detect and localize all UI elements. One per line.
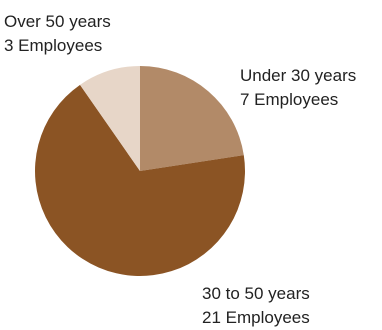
slice-label-30-to-50: 30 to 50 years 21 Employees xyxy=(202,282,310,330)
slice-label-30-to-50-title: 30 to 50 years xyxy=(202,284,310,303)
pie-slice-under-30-years xyxy=(140,66,244,171)
slice-label-over-50-count: 3 Employees xyxy=(4,36,103,55)
pie-slice-over-50-years xyxy=(80,66,140,171)
slice-label-under-30-count: 7 Employees xyxy=(240,90,339,109)
pie-slice-30-to-50-years xyxy=(35,84,246,277)
slice-label-under-30-title: Under 30 years xyxy=(240,66,357,85)
slice-label-30-to-50-count: 21 Employees xyxy=(202,308,310,327)
slice-label-over-50: Over 50 years 3 Employees xyxy=(4,10,111,58)
slice-label-under-30: Under 30 years 7 Employees xyxy=(240,64,356,112)
slice-label-over-50-title: Over 50 years xyxy=(4,12,111,31)
